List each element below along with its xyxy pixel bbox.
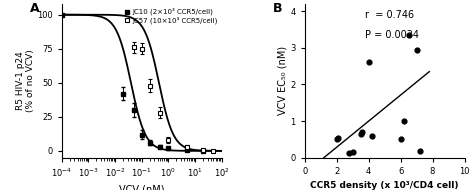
Legend: JC10 (2×10³ CCR5/cell), JC57 (10×10³ CCR5/cell): JC10 (2×10³ CCR5/cell), JC57 (10×10³ CCR… [124,7,218,25]
Point [397,138,404,141]
Point [365,61,373,64]
Point [349,151,356,154]
Text: P = 0.0034: P = 0.0034 [365,30,419,40]
Point [400,120,408,123]
Point [416,150,424,153]
Y-axis label: VCV EC₅₀ (nM): VCV EC₅₀ (nM) [277,46,287,115]
Point [346,152,353,155]
Point [335,136,342,139]
Point [368,134,375,137]
Text: r  = 0.746: r = 0.746 [365,10,415,20]
Text: A: A [30,2,39,15]
Point [413,48,420,51]
Point [405,33,412,36]
Point [333,138,340,141]
Point [357,132,365,135]
Point [358,131,366,134]
X-axis label: CCR5 density (x 10³/CD4 cell): CCR5 density (x 10³/CD4 cell) [310,181,459,190]
Y-axis label: R5 HIV-1 p24
(% of no VCV): R5 HIV-1 p24 (% of no VCV) [16,49,36,112]
X-axis label: VCV (nM): VCV (nM) [119,185,164,190]
Text: B: B [273,2,282,15]
